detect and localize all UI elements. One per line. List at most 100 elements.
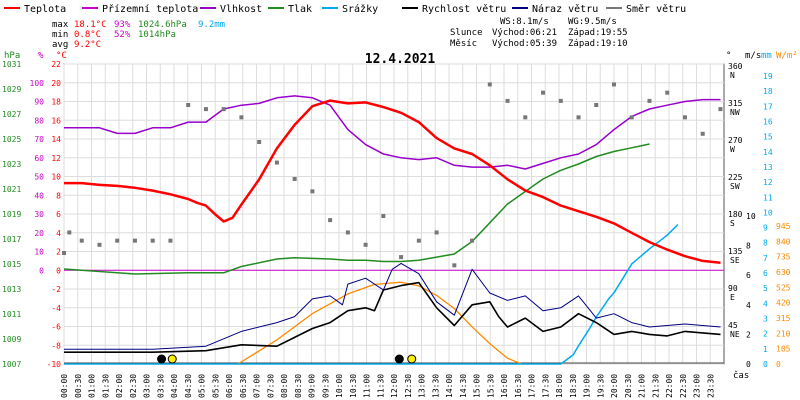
wm2-tick-label: 315: [776, 314, 791, 323]
sun-moon-marker: [407, 354, 417, 364]
direction-compass-label: N: [730, 71, 735, 80]
celsius-tick-label: 8: [56, 191, 61, 200]
wind-direction-point: [97, 242, 102, 247]
time-tick-label: 08:30: [294, 374, 303, 398]
series-solar: [237, 281, 522, 365]
time-tick-label: 05:00: [198, 374, 207, 398]
wm2-tick-label: 840: [776, 237, 791, 246]
wind-direction-point: [541, 90, 546, 95]
time-tick-label: 09:30: [321, 374, 330, 398]
hpa-tick-label: 1015: [2, 260, 21, 269]
mm-tick-label: 13: [763, 163, 773, 172]
mm-tick-label: 8: [763, 239, 768, 248]
time-tick-label: 03:30: [156, 374, 165, 398]
legend-label-tlak: Tlak: [288, 4, 312, 15]
percent-tick-label: 100: [30, 79, 45, 88]
direction-compass-label: NW: [730, 108, 740, 117]
mm-tick-label: 17: [763, 102, 773, 111]
wm2-tick-label: 420: [776, 299, 791, 308]
time-tick-label: 00:30: [74, 374, 83, 398]
hpa-tick-label: 1021: [2, 185, 21, 194]
time-tick-label: 18:00: [555, 374, 564, 398]
hpa-tick-label: 1027: [2, 110, 21, 119]
celsius-tick-label: -2: [51, 285, 61, 294]
mm-tick-label: 11: [763, 193, 773, 202]
time-tick-label: 19:30: [596, 374, 605, 398]
mm-tick-label: 1: [763, 345, 768, 354]
axis-label-time: čas: [733, 370, 749, 381]
wm2-tick-label: 0: [776, 360, 781, 369]
series-precipitation: [64, 223, 679, 365]
time-tick-label: 21:30: [651, 374, 660, 398]
wind-direction-point: [203, 107, 208, 112]
percent-tick-label: 80: [34, 116, 44, 125]
info-moon-set: Západ:19:10: [568, 39, 628, 49]
wind-direction-point: [150, 238, 155, 243]
time-tick-label: 19:00: [583, 374, 592, 398]
wind-direction-point: [505, 98, 510, 103]
wind-direction-point: [700, 131, 705, 136]
legend-label-vlhkost: Vlhkost: [220, 4, 262, 15]
wind-direction-point: [132, 238, 137, 243]
wind-direction-point: [487, 82, 492, 87]
direction-compass-label: W: [730, 145, 735, 154]
time-tick-label: 11:30: [376, 374, 385, 398]
wind-direction-point: [292, 177, 297, 181]
time-tick-label: 12:30: [404, 374, 413, 398]
wind-direction-point: [239, 115, 244, 120]
info-wg: WG:9.5m/s: [568, 17, 617, 27]
time-tick-label: 22:30: [679, 374, 688, 398]
percent-tick-label: 0: [39, 266, 44, 275]
wm2-tick-label: 210: [776, 329, 791, 338]
wind-direction-point: [399, 255, 404, 260]
celsius-tick-label: -8: [51, 341, 61, 350]
axis-ticks: 00:00 00:30 01:00 01:30 02:00 02:30 03:00 03:30…: [2, 60, 791, 398]
series-wind-speed: [64, 281, 721, 354]
percent-tick-label: 40: [34, 191, 44, 200]
percent-tick-label: 90: [34, 98, 44, 107]
hpa-tick-label: 1011: [2, 310, 21, 319]
wind-direction-point: [665, 90, 670, 95]
sun-moon-marker: [157, 354, 167, 364]
wind-direction-point: [434, 230, 439, 235]
hpa-tick-label: 1023: [2, 160, 21, 169]
direction-tick-label: 270: [728, 136, 743, 145]
wind-direction-point: [257, 140, 262, 144]
celsius-tick-label: -4: [51, 304, 61, 313]
time-tick-label: 10:00: [335, 374, 344, 398]
wind-direction-point: [682, 115, 687, 120]
stats-block: max 18.1°C 93% 1024.6hPa 9.2mm min 0.8°C…: [52, 20, 225, 50]
mm-tick-label: 10: [763, 208, 773, 217]
info-sun-rise: Východ:06:21: [492, 28, 557, 38]
direction-compass-label: NE: [730, 330, 740, 339]
time-tick-label: 07:30: [266, 374, 275, 398]
direction-compass-label: S: [730, 219, 735, 228]
mm-tick-label: 18: [763, 87, 773, 96]
axis-unit-celsius: °C: [56, 51, 67, 61]
axis-unit-hpa: hPa: [4, 51, 20, 61]
time-tick-label: 01:30: [101, 374, 110, 398]
time-tick-label: 04:00: [170, 374, 179, 398]
hpa-tick-label: 1013: [2, 285, 21, 294]
legend-label-rychlost: Rychlost větru: [422, 3, 506, 15]
legend-label-srazky: Srážky: [342, 3, 378, 15]
wind-direction-point: [576, 115, 581, 120]
wind-direction-point: [558, 98, 563, 103]
time-tick-label: 14:30: [459, 374, 468, 398]
legend-label-naraz: Náraz větru: [532, 3, 598, 15]
series-humidity: [64, 95, 721, 170]
percent-tick-label: 20: [34, 229, 44, 238]
hpa-tick-label: 1031: [2, 60, 21, 69]
celsius-tick-label: 14: [51, 135, 61, 144]
wind-direction-point: [629, 115, 634, 120]
info-moon-rise: Východ:05:39: [492, 39, 557, 49]
wind-direction-point: [310, 189, 315, 194]
direction-compass-label: E: [730, 293, 735, 302]
stat-min-label: min: [52, 30, 68, 40]
series-layer: [62, 82, 723, 365]
wind-direction-point: [168, 238, 173, 243]
stat-max-rain: 9.2mm: [198, 20, 225, 30]
wind-direction-point: [79, 238, 84, 243]
wm2-tick-label: 105: [776, 345, 791, 354]
time-tick-label: 21:00: [638, 374, 647, 398]
